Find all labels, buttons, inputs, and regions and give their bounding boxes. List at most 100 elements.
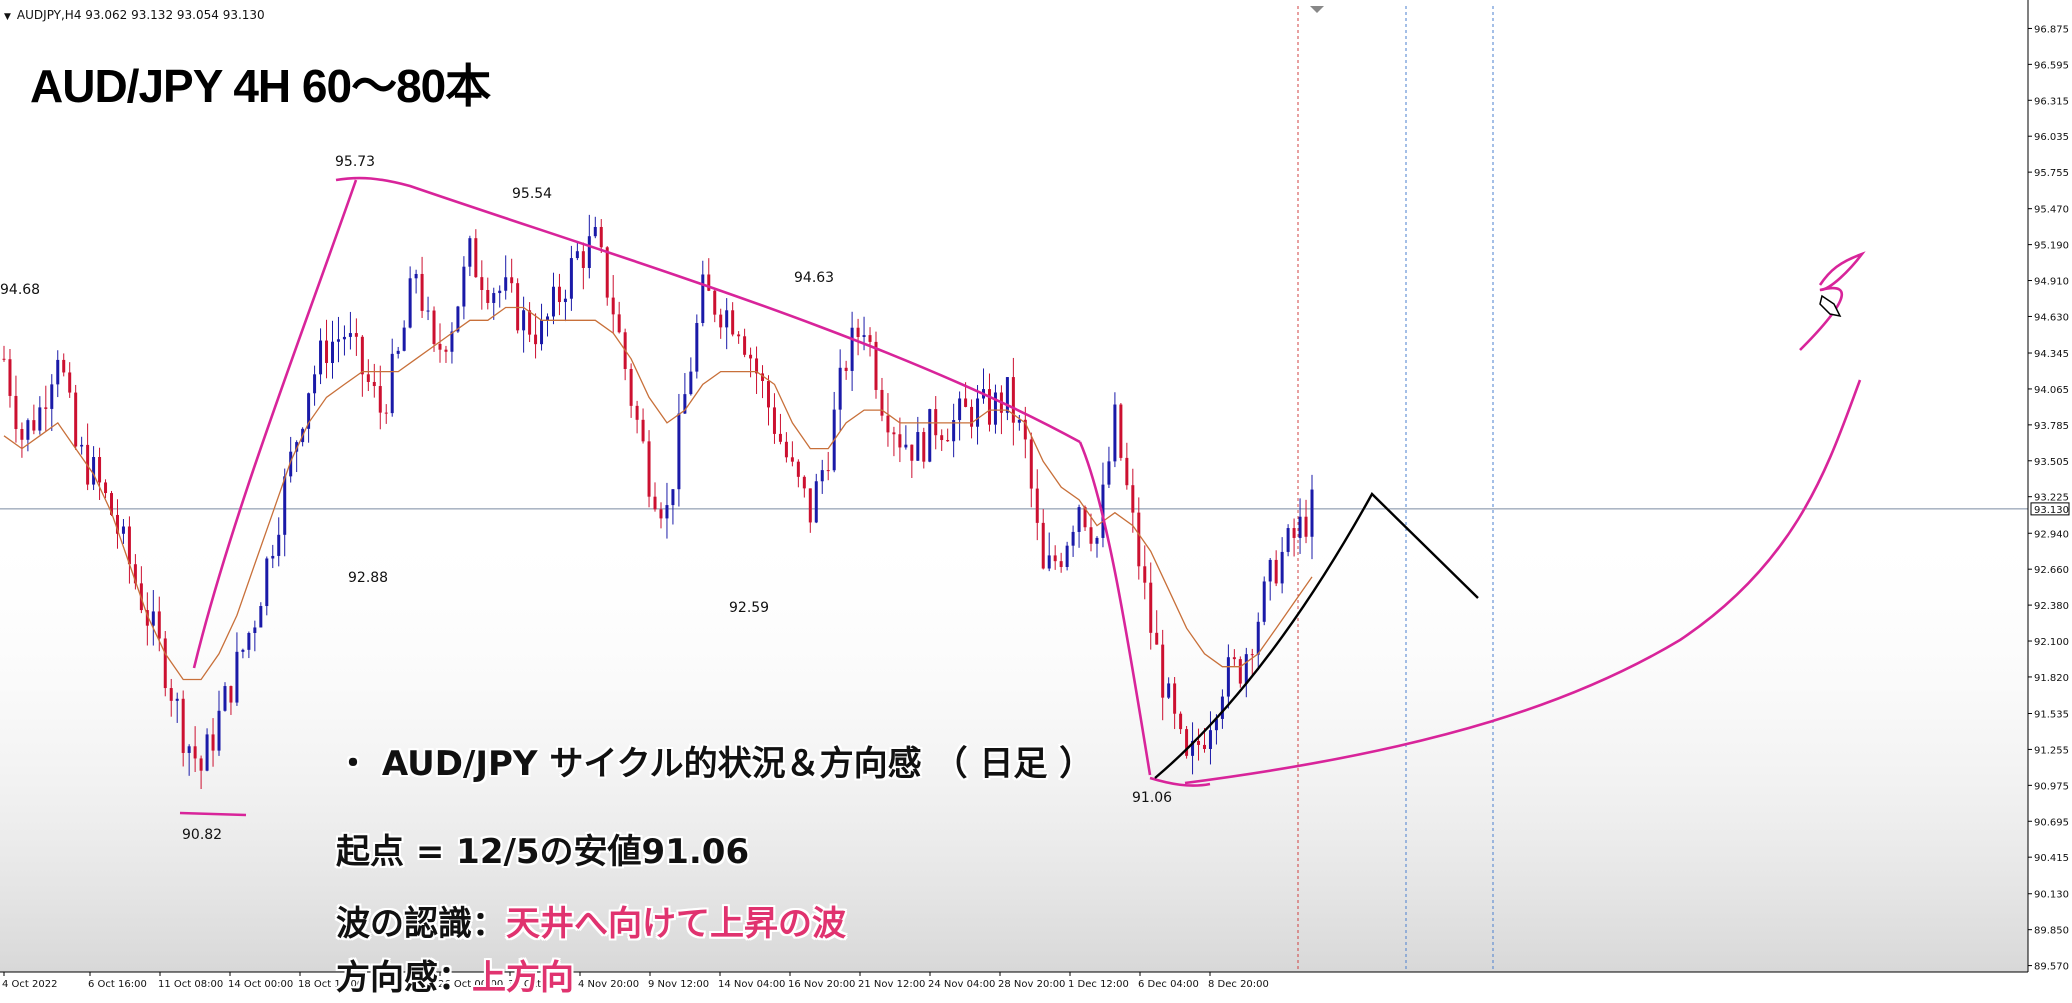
- candle-body: [271, 555, 275, 559]
- candle-body: [1220, 696, 1224, 719]
- candle-body: [336, 339, 340, 342]
- candle-body: [26, 420, 30, 440]
- candle-body: [826, 470, 830, 472]
- candle-body: [1077, 507, 1081, 532]
- x-tick-label: 9 Nov 12:00: [648, 979, 709, 990]
- overlay-direction: 方向感：上方向: [336, 950, 574, 999]
- candle-body: [593, 226, 597, 237]
- candle-body: [20, 429, 24, 440]
- candle-body: [1292, 528, 1296, 538]
- dropdown-triangle-icon[interactable]: ▼: [4, 12, 11, 22]
- candle-body: [886, 415, 890, 433]
- candle-body: [952, 420, 956, 442]
- candle-body: [1250, 654, 1254, 656]
- candle-body: [1071, 531, 1075, 546]
- annotation-rise-line: [192, 179, 358, 669]
- candle-body: [1197, 740, 1201, 745]
- y-tick-label: 92.380: [2034, 601, 2069, 612]
- candle-body: [659, 509, 663, 519]
- candle-body: [474, 238, 478, 278]
- candle-body: [1179, 713, 1183, 730]
- candle-body: [796, 461, 800, 477]
- candle-body: [1011, 377, 1015, 423]
- x-tick-label: 18 Oct 16:00: [298, 979, 363, 990]
- x-tick-label: 1 Dec 12:00: [1068, 979, 1129, 990]
- candle-body: [259, 606, 263, 628]
- candle-body: [199, 758, 203, 771]
- candle-body: [1047, 555, 1051, 569]
- candle-body: [820, 470, 824, 482]
- y-tick-label: 93.225: [2034, 493, 2069, 504]
- candle-body: [2, 358, 6, 360]
- candle-body: [372, 381, 376, 387]
- candle-body: [1113, 404, 1117, 462]
- candle-body: [1226, 657, 1230, 697]
- candle-body: [402, 327, 406, 351]
- candle-body: [151, 611, 155, 626]
- candle-body: [749, 354, 753, 359]
- candle-body: [928, 409, 932, 462]
- candle-body: [378, 386, 382, 413]
- candle-body: [1161, 644, 1165, 698]
- y-tick-label: 94.630: [2034, 312, 2069, 323]
- current-price-label: 93.130: [2034, 505, 2069, 516]
- candle-body: [56, 359, 60, 385]
- symbol-ohlc-header: ▼ AUDJPY,H4 93.062 93.132 93.054 93.130: [4, 8, 265, 22]
- y-tick-label: 89.570: [2034, 962, 2069, 973]
- candle-body: [74, 392, 78, 447]
- annotation-drop-line: [1078, 441, 1152, 776]
- candle-body: [1095, 537, 1099, 544]
- candle-body: [223, 686, 227, 711]
- annotation-low-mark: [179, 811, 247, 817]
- x-tick-label: 14 Oct 00:00: [228, 979, 293, 990]
- candle-body: [850, 327, 854, 371]
- candle-body: [211, 734, 215, 751]
- candle-body: [1274, 559, 1278, 584]
- candle-body: [868, 335, 872, 342]
- x-tick-label: 4 Nov 20:00: [578, 979, 639, 990]
- candle-body: [910, 444, 914, 461]
- candle-body: [313, 374, 317, 394]
- candle-body: [707, 274, 711, 291]
- pen-cursor-icon: [1819, 294, 1842, 318]
- chart-title: AUD/JPY 4H 60～80本: [30, 60, 491, 112]
- candle-body: [157, 611, 161, 639]
- candle-body: [354, 333, 358, 337]
- y-tick-label: 93.505: [2034, 457, 2069, 468]
- candle-body: [432, 310, 436, 344]
- candle-body: [498, 290, 502, 294]
- y-tick-label: 96.315: [2034, 96, 2069, 107]
- x-tick-label: 31 Oct 16:00: [508, 979, 573, 990]
- candle-body: [420, 273, 424, 311]
- candle-body: [976, 398, 980, 427]
- candle-body: [1089, 527, 1093, 544]
- candle-body: [92, 456, 96, 485]
- candle-body: [1017, 419, 1021, 423]
- candle-body: [486, 290, 490, 303]
- candle-body: [1059, 561, 1063, 567]
- candle-body: [599, 226, 603, 248]
- candle-body: [289, 451, 293, 477]
- candle-body: [617, 314, 621, 333]
- candle-body: [701, 274, 705, 323]
- candle-body: [319, 340, 323, 375]
- candle-body: [934, 409, 938, 436]
- candle-body: [14, 395, 18, 430]
- candle-body: [504, 277, 508, 291]
- candle-body: [145, 610, 149, 626]
- x-tick-label: 21 Nov 12:00: [858, 979, 925, 990]
- y-tick-label: 95.470: [2034, 205, 2069, 216]
- candle-body: [426, 310, 430, 312]
- y-tick-label: 96.595: [2034, 60, 2069, 71]
- candle-body: [713, 290, 717, 315]
- x-tick-label: 4 Oct 2022: [2, 979, 57, 990]
- x-tick-label: 6 Dec 04:00: [1138, 979, 1199, 990]
- candle-body: [1029, 439, 1033, 489]
- candle-body: [1149, 582, 1153, 633]
- y-tick-label: 95.755: [2034, 168, 2069, 179]
- annotation-cycle-projection-curve: [1184, 379, 1862, 785]
- candle-body: [605, 247, 609, 298]
- candle-body: [516, 283, 520, 331]
